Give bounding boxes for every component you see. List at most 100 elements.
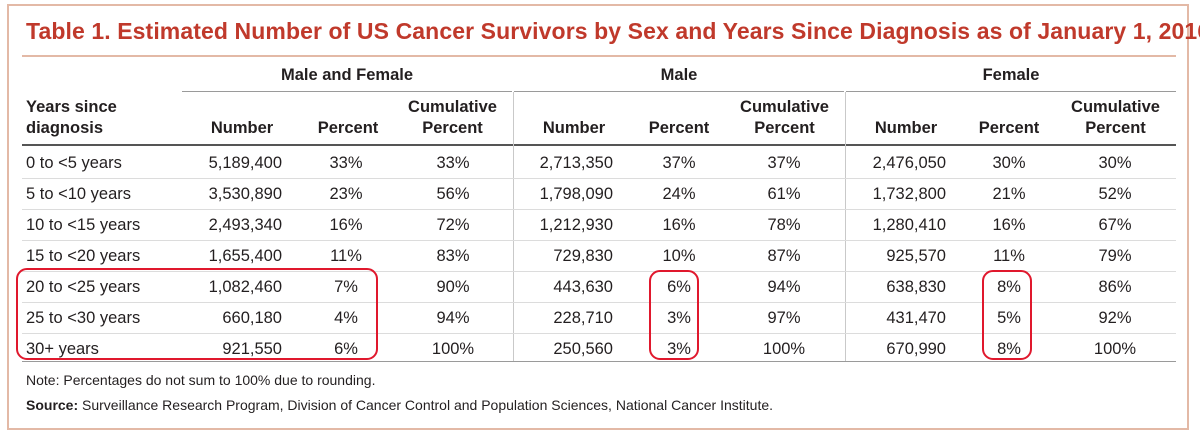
col-header-percent: Percent	[317, 119, 379, 137]
group-rule	[514, 91, 844, 92]
row-divider	[22, 271, 1176, 272]
table-cell: 21%	[992, 185, 1026, 203]
table-cell: 2,476,050	[872, 154, 946, 172]
table-cell: 8%	[997, 278, 1021, 296]
table-cell: 86%	[1098, 278, 1132, 296]
table-cell: 5%	[997, 309, 1021, 327]
table-cell: 431,470	[886, 309, 946, 327]
header-rule	[22, 144, 1176, 146]
table-cell: 729,830	[553, 247, 613, 265]
table-cell: 56%	[436, 185, 470, 203]
highlight-box-female-percent	[982, 270, 1032, 360]
group-header-male: Male	[660, 66, 698, 84]
group-rule	[846, 91, 1176, 92]
source-text: Surveillance Research Program, Division …	[78, 397, 774, 413]
table-cell: 83%	[436, 247, 470, 265]
footnote: Note: Percentages do not sum to 100% due…	[26, 372, 376, 388]
table-cell: 1,732,800	[872, 185, 946, 203]
table-cell: 3%	[667, 340, 691, 358]
table-cell: 2,493,340	[208, 216, 282, 234]
col-header-percent: Percent	[648, 119, 710, 137]
table-cell: 638,830	[886, 278, 946, 296]
highlight-box-total	[16, 268, 378, 360]
table-cell: 228,710	[553, 309, 613, 327]
table-cell: 1,212,930	[539, 216, 613, 234]
table-cell: 100%	[762, 340, 806, 358]
table-cell: 33%	[436, 154, 470, 172]
table-cell: 4%	[334, 309, 358, 327]
col-header-number: Number	[210, 119, 274, 137]
table-cell: 23%	[329, 185, 363, 203]
table-cell: 30%	[1098, 154, 1132, 172]
row-label: 25 to <30 years	[26, 309, 141, 327]
row-divider	[22, 240, 1176, 241]
group-rule	[182, 91, 512, 92]
table-cell: 670,990	[886, 340, 946, 358]
col-header-cumulative-percent: Percent	[422, 119, 483, 137]
table-cell: 921,550	[222, 340, 282, 358]
table-cell: 87%	[767, 247, 801, 265]
row-divider	[22, 178, 1176, 179]
column-divider	[513, 92, 514, 361]
table-cell: 5,189,400	[208, 154, 282, 172]
table-cell: 52%	[1098, 185, 1132, 203]
title-divider	[22, 55, 1176, 57]
table-cell: 3,530,890	[208, 185, 282, 203]
table-cell: 250,560	[553, 340, 613, 358]
row-label: 15 to <20 years	[26, 247, 141, 265]
row-divider	[22, 209, 1176, 210]
row-divider	[22, 333, 1176, 334]
table-cell: 443,630	[553, 278, 613, 296]
table-cell: 78%	[767, 216, 801, 234]
table-cell: 94%	[436, 309, 470, 327]
table-cell: 30%	[992, 154, 1026, 172]
row-header-line-1: Years since	[26, 98, 117, 116]
table-cell: 37%	[767, 154, 801, 172]
table-cell: 11%	[330, 247, 362, 265]
table-cell: 61%	[767, 185, 801, 203]
row-label: 5 to <10 years	[26, 185, 132, 203]
col-header-cumulative-percent: Percent	[1085, 119, 1146, 137]
table-cell: 94%	[767, 278, 801, 296]
column-divider	[845, 92, 846, 361]
source-line: Source: Surveillance Research Program, D…	[26, 397, 773, 413]
row-label: 0 to <5 years	[26, 154, 122, 172]
row-header-line-2: diagnosis	[26, 119, 104, 137]
col-header-cumulative: Cumulative	[408, 98, 497, 116]
table-cell: 33%	[329, 154, 363, 172]
table-cell: 7%	[334, 278, 358, 296]
table-cell: 1,655,400	[208, 247, 282, 265]
table-cell: 100%	[1093, 340, 1137, 358]
table-cell: 37%	[662, 154, 696, 172]
source-label: Source:	[26, 397, 79, 413]
table-bottom-rule	[22, 361, 1176, 362]
table-cell: 79%	[1098, 247, 1132, 265]
group-header-male-and-female: Male and Female	[280, 66, 414, 84]
table-cell: 10%	[662, 247, 696, 265]
table-cell: 97%	[767, 309, 801, 327]
table-cell: 67%	[1098, 216, 1132, 234]
col-header-cumulative: Cumulative	[740, 98, 829, 116]
row-divider	[22, 302, 1176, 303]
table-cell: 24%	[662, 185, 696, 203]
row-label: 20 to <25 years	[26, 278, 141, 296]
table-cell: 8%	[997, 340, 1021, 358]
table-cell: 11%	[993, 247, 1025, 265]
table-cell: 90%	[436, 278, 470, 296]
table-cell: 72%	[436, 216, 470, 234]
col-header-percent: Percent	[978, 119, 1040, 137]
table-cell: 6%	[334, 340, 358, 358]
table-cell: 925,570	[886, 247, 946, 265]
col-header-number: Number	[874, 119, 938, 137]
table-cell: 100%	[431, 340, 475, 358]
table-cell: 6%	[667, 278, 691, 296]
col-header-cumulative: Cumulative	[1071, 98, 1160, 116]
table-cell: 16%	[662, 216, 696, 234]
table-cell: 660,180	[222, 309, 282, 327]
group-header-female: Female	[982, 66, 1040, 84]
table-title: Table 1. Estimated Number of US Cancer S…	[26, 18, 1200, 44]
row-label: 10 to <15 years	[26, 216, 141, 234]
col-header-number: Number	[542, 119, 606, 137]
table-cell: 3%	[667, 309, 691, 327]
table-cell: 92%	[1098, 309, 1132, 327]
